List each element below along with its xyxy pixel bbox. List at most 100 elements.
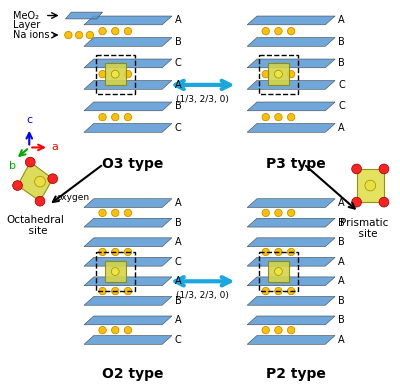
Circle shape [86,31,94,39]
Circle shape [352,197,362,207]
Circle shape [99,113,106,121]
Bar [104,261,126,282]
Text: C: C [175,257,182,267]
Polygon shape [247,38,335,46]
Circle shape [275,327,282,334]
Circle shape [13,181,22,190]
Polygon shape [247,316,335,325]
Polygon shape [84,123,172,132]
Text: A: A [338,276,345,286]
Circle shape [288,113,295,121]
Text: Na ions: Na ions [13,30,49,40]
Circle shape [111,70,119,78]
Polygon shape [84,218,172,227]
Text: Layer: Layer [13,21,40,31]
Circle shape [124,248,132,256]
Circle shape [274,268,282,276]
Text: B: B [338,37,345,47]
Circle shape [262,248,270,256]
Text: C: C [338,80,345,90]
Circle shape [112,288,119,295]
Polygon shape [84,59,172,68]
Text: (1/3, 2/3, 0): (1/3, 2/3, 0) [176,95,229,104]
Circle shape [124,288,132,295]
Polygon shape [84,38,172,46]
Circle shape [288,27,295,35]
Circle shape [352,164,362,174]
Circle shape [112,209,119,217]
Polygon shape [247,102,335,111]
Text: A: A [338,15,345,26]
Text: B: B [338,217,345,228]
Polygon shape [247,257,335,266]
Bar [268,261,289,282]
Circle shape [124,27,132,35]
Polygon shape [247,277,335,286]
Text: B: B [338,58,345,68]
Bar [96,55,135,94]
Circle shape [124,209,132,217]
Circle shape [25,157,35,167]
Text: B: B [175,101,182,111]
Circle shape [99,327,106,334]
Polygon shape [84,316,172,325]
Polygon shape [84,102,172,111]
Polygon shape [356,169,384,202]
Polygon shape [247,59,335,68]
Circle shape [275,70,282,78]
Circle shape [365,180,376,191]
Circle shape [35,196,45,206]
Bar [259,55,298,94]
Circle shape [275,288,282,295]
Circle shape [35,176,45,187]
Polygon shape [84,80,172,89]
Circle shape [274,70,282,78]
Circle shape [124,327,132,334]
Polygon shape [66,12,102,19]
Text: A: A [175,198,182,208]
Text: P3 type: P3 type [266,157,326,171]
Text: A: A [175,276,182,286]
Circle shape [99,70,106,78]
Polygon shape [247,123,335,132]
Text: A: A [175,15,182,26]
Text: O2 type: O2 type [102,367,164,381]
Circle shape [288,288,295,295]
Circle shape [99,27,106,35]
Circle shape [379,197,389,207]
Text: O3 type: O3 type [102,157,164,171]
Text: c: c [26,115,32,125]
Circle shape [262,209,270,217]
Bar [268,63,289,85]
Text: C: C [175,123,182,133]
Text: Prismatic
  site: Prismatic site [340,218,388,240]
Bar [104,63,126,85]
Circle shape [275,248,282,256]
Text: P2 type: P2 type [266,367,326,381]
Text: B: B [338,237,345,247]
Polygon shape [84,257,172,266]
Polygon shape [84,277,172,286]
Text: A: A [338,123,345,133]
Text: a: a [52,142,59,152]
Text: B: B [175,217,182,228]
Polygon shape [247,80,335,89]
Polygon shape [247,296,335,305]
Text: A: A [175,237,182,247]
Text: B: B [175,296,182,306]
Circle shape [262,327,270,334]
Text: C: C [338,101,345,111]
Circle shape [112,327,119,334]
Text: oxygen: oxygen [57,193,90,202]
Circle shape [275,27,282,35]
Text: A: A [338,335,345,345]
Circle shape [65,31,72,39]
Circle shape [112,248,119,256]
Polygon shape [247,16,335,25]
Circle shape [288,327,295,334]
Circle shape [262,27,270,35]
Text: (1/3, 2/3, 0): (1/3, 2/3, 0) [176,291,229,300]
Bar [259,252,298,291]
Circle shape [379,164,389,174]
Circle shape [112,27,119,35]
